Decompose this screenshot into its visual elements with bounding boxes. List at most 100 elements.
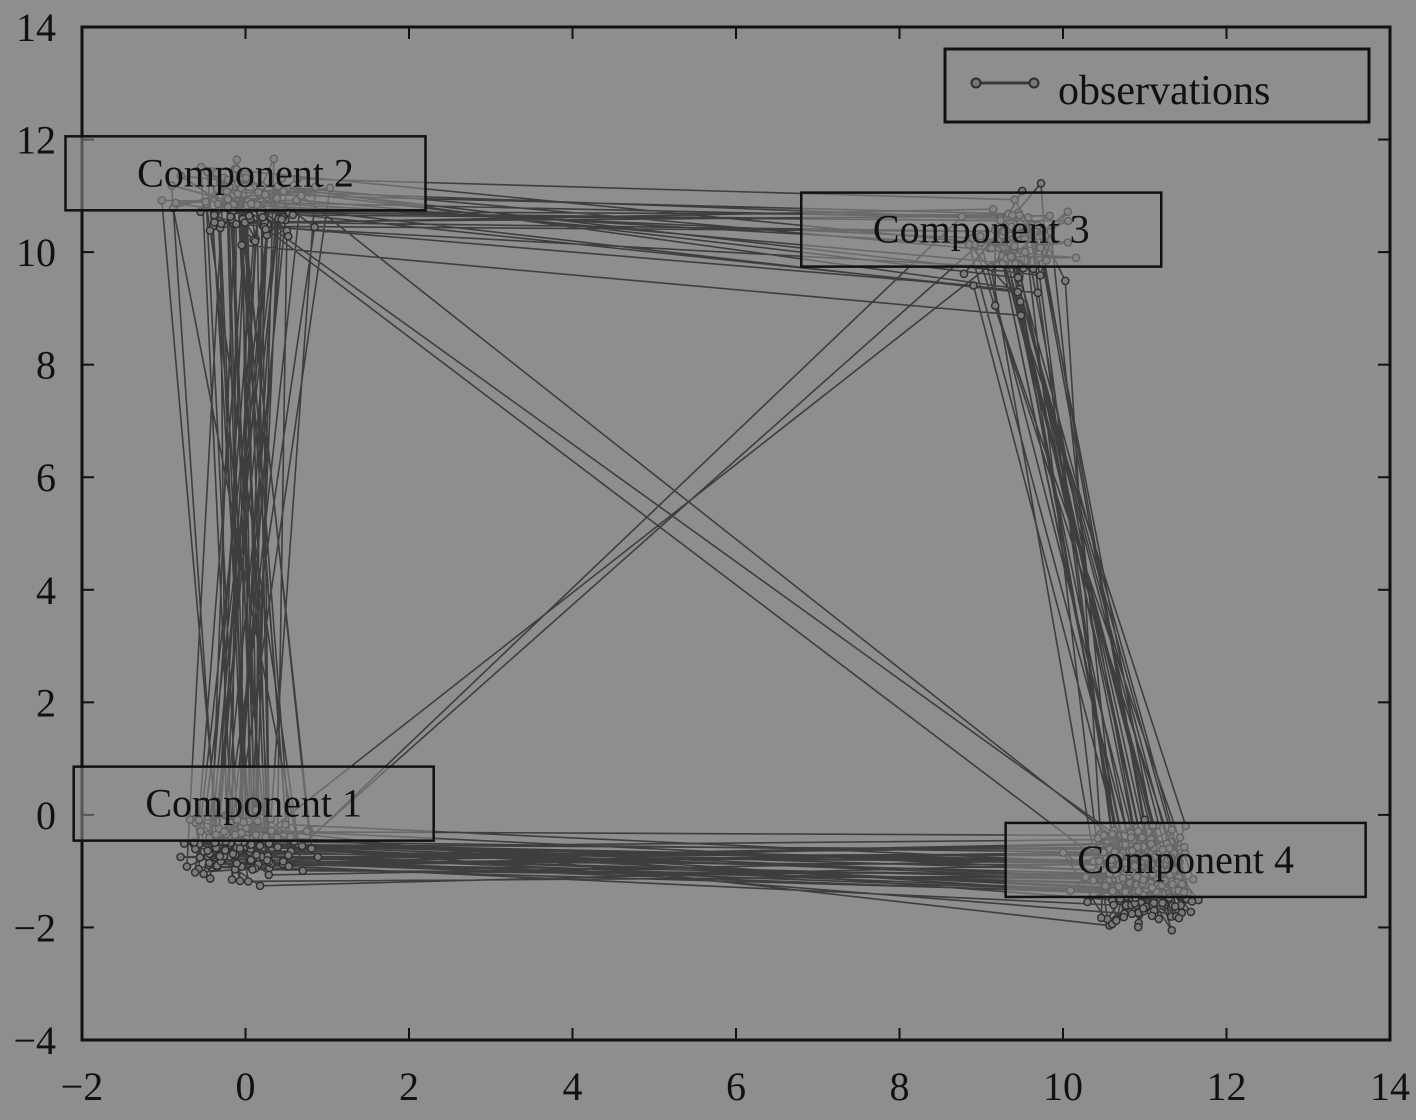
- observation-point: [195, 853, 205, 862]
- y-tick-label: 6: [36, 455, 56, 500]
- x-tick-label: 0: [236, 1064, 256, 1109]
- y-tick-label: 4: [36, 568, 56, 613]
- y-tick-label: 0: [36, 793, 56, 838]
- component-annotation-box: [800, 191, 1163, 268]
- x-tick-label: 2: [399, 1064, 419, 1109]
- observation-point: [283, 231, 293, 241]
- observation-point: [190, 868, 200, 877]
- observation-point: [297, 841, 307, 851]
- observation-point: [1174, 913, 1184, 923]
- observation-point: [1133, 922, 1143, 932]
- observation-point: [215, 851, 225, 861]
- y-tick-label: −2: [13, 905, 56, 950]
- observation-point: [235, 876, 245, 886]
- observation-point: [1033, 288, 1043, 298]
- observation-point: [243, 877, 253, 886]
- legend-box: [943, 47, 1371, 124]
- observation-point: [1158, 898, 1167, 908]
- observation-point: [1127, 909, 1137, 919]
- observation-point: [1167, 926, 1177, 935]
- component-annotation-label: Component 4: [1077, 837, 1294, 882]
- component-annotation-label: Component 2: [137, 150, 354, 195]
- observation-point: [232, 859, 242, 868]
- observation-point: [209, 217, 219, 227]
- y-tick-label: −4: [13, 1018, 56, 1063]
- observation-point: [244, 211, 254, 221]
- observation-point: [228, 849, 238, 859]
- x-tick-label: 14: [1370, 1064, 1410, 1109]
- observation-point: [313, 852, 323, 862]
- x-tick-label: 4: [563, 1064, 583, 1109]
- y-tick-label: 12: [16, 118, 56, 163]
- observation-point: [205, 226, 215, 235]
- observation-point: [277, 214, 287, 224]
- legend-label: observations: [1058, 68, 1270, 114]
- observation-point: [264, 870, 274, 880]
- observation-point: [1016, 311, 1026, 320]
- y-tick-label: 14: [16, 5, 56, 50]
- observation-point: [262, 856, 272, 865]
- observation-point: [1170, 902, 1180, 911]
- observation-point: [1186, 907, 1196, 917]
- observation-point: [284, 851, 293, 860]
- observation-point: [199, 869, 208, 879]
- observation-point: [1013, 287, 1023, 297]
- legend: observations: [943, 47, 1371, 124]
- observation-point: [288, 210, 298, 220]
- x-tick-label: 10: [1043, 1064, 1083, 1109]
- observation-point: [255, 881, 265, 891]
- x-tick-label: −2: [61, 1064, 104, 1109]
- observation-point: [258, 212, 267, 222]
- observation-point: [182, 862, 192, 871]
- observation-point: [204, 858, 214, 868]
- y-tick-label: 8: [36, 343, 56, 388]
- observation-point: [1187, 897, 1197, 906]
- x-tick-label: 6: [726, 1064, 746, 1109]
- observation-point: [226, 212, 235, 221]
- observation-point: [1119, 912, 1129, 922]
- observation-point: [307, 844, 316, 853]
- observation-point: [284, 862, 294, 871]
- observation-point: [246, 840, 256, 849]
- observation-point: [246, 855, 256, 865]
- observation-point: [1013, 273, 1023, 283]
- component-annotation-box: [1004, 821, 1367, 899]
- observation-point: [250, 236, 260, 246]
- observation-point: [1147, 911, 1157, 921]
- component-annotations: Component 1 Component 2 Component 3 Compone…: [64, 135, 1367, 899]
- component-annotation-box: [64, 135, 427, 212]
- observation-point: [1036, 178, 1046, 188]
- observation-point: [203, 846, 212, 856]
- y-tick-label: 2: [36, 680, 56, 725]
- observation-point: [220, 846, 230, 855]
- observation-point: [255, 841, 265, 851]
- observation-point: [959, 269, 969, 279]
- x-tick-label: 12: [1207, 1064, 1247, 1109]
- observation-point: [310, 222, 319, 232]
- observation-point: [273, 842, 283, 852]
- observation-point: [1036, 271, 1045, 280]
- observation-point: [1154, 914, 1164, 924]
- observation-point: [969, 281, 978, 290]
- observation-point: [1061, 276, 1070, 286]
- observation-point: [278, 857, 288, 866]
- observation-point: [1097, 913, 1106, 923]
- observation-point: [1109, 900, 1118, 910]
- observation-point: [1149, 898, 1159, 908]
- observation-point: [252, 850, 261, 860]
- observation-point: [248, 865, 257, 874]
- observation-point: [1083, 897, 1092, 907]
- legend-marker-icon: [970, 77, 982, 89]
- observation-point: [1139, 904, 1148, 913]
- observation-point: [261, 224, 271, 234]
- observation-point: [176, 852, 185, 862]
- observation-point: [1112, 916, 1121, 926]
- legend-marker-icon: [1028, 77, 1040, 89]
- y-tick-label: 10: [16, 230, 56, 275]
- component-annotation-label: Component 3: [873, 207, 1090, 252]
- observation-point: [227, 875, 237, 884]
- observation-point: [990, 301, 1000, 311]
- observation-point: [1016, 297, 1025, 307]
- observation-point: [237, 240, 246, 250]
